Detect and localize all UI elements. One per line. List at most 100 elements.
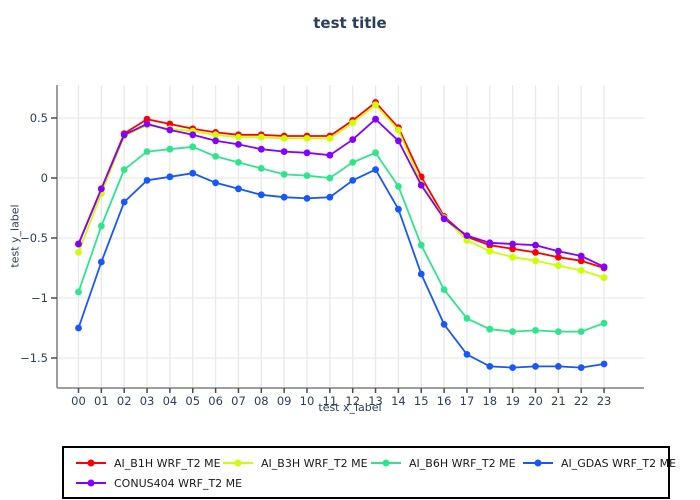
data-point[interactable] xyxy=(577,252,585,260)
data-point[interactable] xyxy=(280,148,288,156)
data-point[interactable] xyxy=(554,262,562,269)
data-point[interactable] xyxy=(97,185,105,193)
series-line-4[interactable] xyxy=(77,117,605,268)
data-point[interactable] xyxy=(349,119,357,127)
data-point[interactable] xyxy=(235,133,242,141)
data-point[interactable] xyxy=(349,177,357,184)
data-point[interactable] xyxy=(372,149,379,157)
data-point[interactable] xyxy=(143,148,151,156)
data-point[interactable] xyxy=(509,253,517,261)
data-point[interactable] xyxy=(395,205,402,213)
data-point[interactable] xyxy=(120,198,128,206)
data-point[interactable] xyxy=(75,288,82,296)
data-point[interactable] xyxy=(600,263,608,271)
data-point[interactable] xyxy=(372,166,379,174)
data-point[interactable] xyxy=(532,241,539,249)
data-point[interactable] xyxy=(577,267,585,274)
data-point[interactable] xyxy=(532,257,539,265)
series-line-3[interactable] xyxy=(77,168,605,369)
data-point[interactable] xyxy=(166,173,174,181)
data-point[interactable] xyxy=(143,177,151,184)
data-point[interactable] xyxy=(577,328,585,335)
data-point[interactable] xyxy=(509,364,517,371)
data-point[interactable] xyxy=(97,258,105,266)
legend-item-4[interactable]: CONUS404 WRF_T2 ME xyxy=(76,475,242,491)
data-point[interactable] xyxy=(372,101,379,109)
data-point[interactable] xyxy=(303,135,311,142)
data-point[interactable] xyxy=(166,126,174,134)
data-point[interactable] xyxy=(577,257,585,265)
data-point[interactable] xyxy=(417,270,425,278)
data-point[interactable] xyxy=(326,151,334,159)
data-point[interactable] xyxy=(235,159,242,166)
data-point[interactable] xyxy=(486,325,494,333)
data-point[interactable] xyxy=(554,328,562,335)
data-point[interactable] xyxy=(440,321,448,328)
data-point[interactable] xyxy=(166,120,174,128)
legend-item-3[interactable]: AI_GDAS WRF_T2 ME xyxy=(523,455,676,471)
series-line-2[interactable] xyxy=(77,145,605,333)
data-point[interactable] xyxy=(212,137,220,145)
data-point[interactable] xyxy=(417,241,425,249)
data-point[interactable] xyxy=(509,240,517,248)
data-point[interactable] xyxy=(212,153,220,160)
data-point[interactable] xyxy=(189,143,197,151)
data-point[interactable] xyxy=(280,135,288,142)
data-point[interactable] xyxy=(75,249,82,256)
data-point[interactable] xyxy=(509,245,517,253)
data-point[interactable] xyxy=(600,274,608,281)
data-point[interactable] xyxy=(395,183,402,190)
data-point[interactable] xyxy=(395,126,402,134)
data-point[interactable] xyxy=(326,174,334,182)
data-point[interactable] xyxy=(97,222,105,230)
data-point[interactable] xyxy=(600,319,608,327)
data-point[interactable] xyxy=(486,247,494,255)
data-point[interactable] xyxy=(326,135,334,142)
data-point[interactable] xyxy=(600,360,608,368)
data-point[interactable] xyxy=(257,191,265,199)
data-point[interactable] xyxy=(257,145,265,153)
data-point[interactable] xyxy=(440,215,448,223)
data-point[interactable] xyxy=(532,363,539,370)
data-point[interactable] xyxy=(509,328,517,335)
data-point[interactable] xyxy=(303,195,311,202)
data-point[interactable] xyxy=(486,363,494,370)
data-point[interactable] xyxy=(120,166,128,174)
data-point[interactable] xyxy=(212,131,220,139)
data-point[interactable] xyxy=(463,237,471,244)
data-point[interactable] xyxy=(189,131,197,139)
data-point[interactable] xyxy=(554,253,562,261)
data-point[interactable] xyxy=(349,159,357,166)
data-point[interactable] xyxy=(532,249,539,256)
data-point[interactable] xyxy=(280,193,288,201)
data-point[interactable] xyxy=(120,131,128,139)
legend-item-1[interactable]: AI_B3H WRF_T2 ME xyxy=(223,455,371,471)
data-point[interactable] xyxy=(463,315,471,322)
data-point[interactable] xyxy=(417,181,425,189)
data-point[interactable] xyxy=(554,363,562,370)
data-point[interactable] xyxy=(75,240,82,248)
data-point[interactable] xyxy=(349,136,357,144)
data-point[interactable] xyxy=(235,185,242,193)
data-point[interactable] xyxy=(280,171,288,178)
data-point[interactable] xyxy=(463,351,471,358)
data-point[interactable] xyxy=(554,247,562,255)
data-point[interactable] xyxy=(303,172,311,180)
data-point[interactable] xyxy=(395,137,402,145)
data-point[interactable] xyxy=(235,141,242,148)
series-line-0[interactable] xyxy=(77,101,605,269)
data-point[interactable] xyxy=(143,120,151,128)
data-point[interactable] xyxy=(463,232,471,240)
data-point[interactable] xyxy=(372,115,379,123)
data-point[interactable] xyxy=(577,364,585,371)
data-point[interactable] xyxy=(303,149,311,157)
data-point[interactable] xyxy=(189,169,197,177)
legend-item-0[interactable]: AI_B1H WRF_T2 ME xyxy=(76,455,223,471)
data-point[interactable] xyxy=(166,145,174,153)
legend-item-2[interactable]: AI_B6H WRF_T2 ME xyxy=(371,455,523,471)
data-point[interactable] xyxy=(486,239,494,247)
data-point[interactable] xyxy=(143,115,151,123)
data-point[interactable] xyxy=(212,179,220,187)
data-point[interactable] xyxy=(75,324,82,332)
data-point[interactable] xyxy=(532,327,539,334)
